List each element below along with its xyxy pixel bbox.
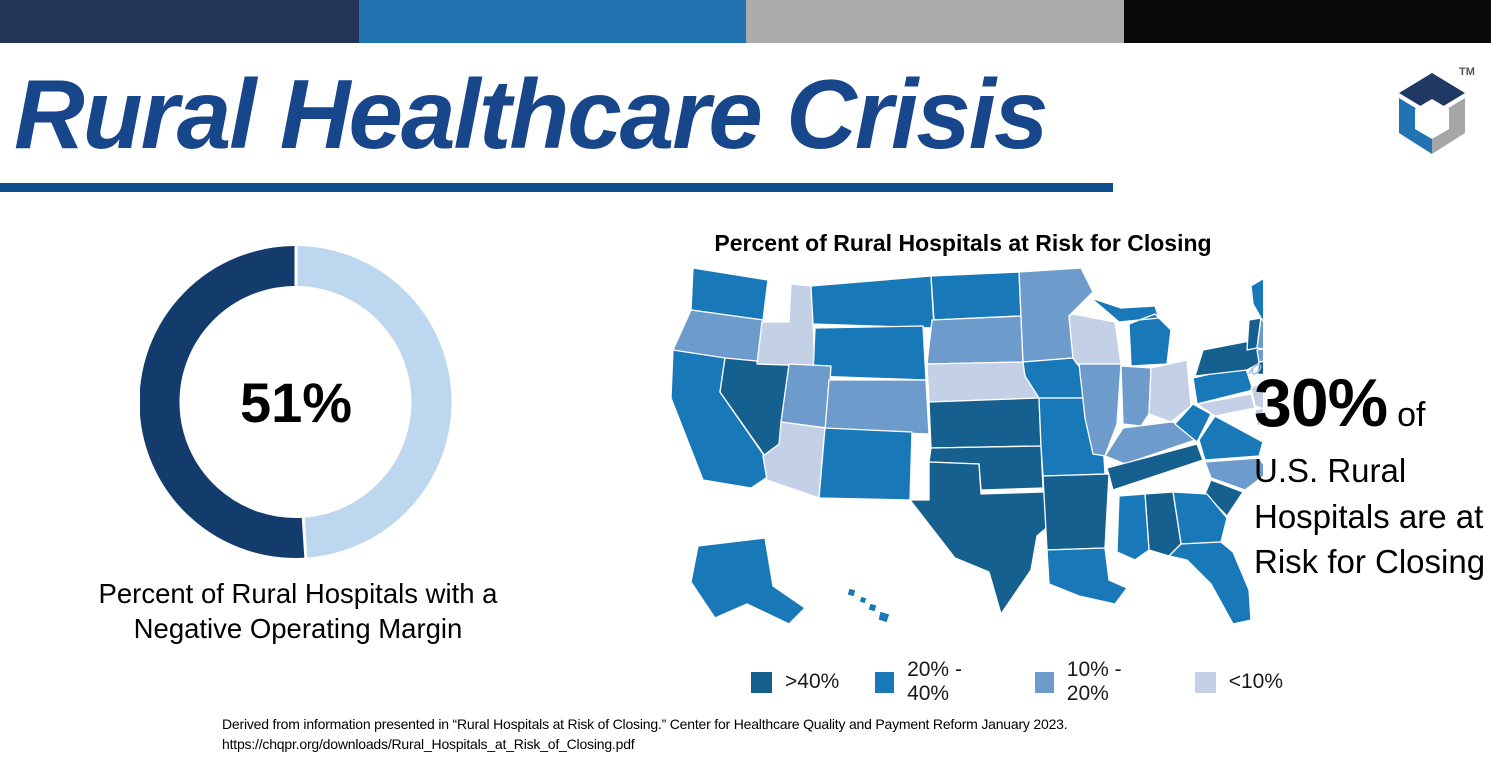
state-HI: [846, 587, 891, 624]
state-ME: [1250, 278, 1263, 322]
legend-label: 10% - 20%: [1066, 658, 1122, 705]
company-cube-logo-icon: [1399, 73, 1465, 154]
legend-label: <10%: [1228, 670, 1283, 693]
state-NC: [1204, 457, 1263, 491]
donut-segment-other: [295, 246, 452, 558]
state-NM: [818, 427, 913, 501]
state-UT: [780, 363, 832, 429]
state-ND: [930, 271, 1022, 321]
state-MT: [810, 275, 935, 329]
state-AK: [690, 537, 806, 625]
state-NJ: [1250, 381, 1263, 410]
callout-body-text: U.S. Rural Hospitals are at Risk for Clo…: [1254, 452, 1486, 581]
page-title: Rural Healthcare Crisis: [14, 59, 1048, 169]
decorative-squiggle: [1248, 364, 1262, 375]
state-MI: [1090, 297, 1172, 367]
donut-segment-negative-margin: [140, 246, 306, 558]
legend-swatch: [1035, 671, 1054, 693]
state-MD: [1196, 393, 1256, 417]
callout: 30% of U.S. Rural Hospitals are at Risk f…: [1254, 364, 1491, 585]
legend-label: 20% - 40%: [907, 658, 962, 705]
state-VA: [1198, 415, 1263, 461]
state-TN: [1106, 443, 1204, 491]
accent-bar-segment-navy: [0, 0, 359, 43]
donut-separator: [301, 513, 308, 558]
state-MS: [1116, 493, 1150, 561]
source-citation: Derived from information presented in “R…: [222, 714, 1272, 755]
legend-item: 10% - 20%: [1035, 658, 1159, 706]
top-accent-bar: [0, 0, 1491, 43]
legend-swatch: [1194, 671, 1216, 693]
legend-swatch: [751, 671, 772, 693]
state-OH: [1148, 359, 1192, 423]
callout-stat-row: 30% of: [1254, 364, 1491, 442]
title-underline: [0, 183, 1113, 192]
state-IN: [1120, 365, 1152, 427]
map-title: Percent of Rural Hospitals at Risk for C…: [714, 230, 1212, 256]
callout-stat-value: 30%: [1254, 365, 1388, 441]
donut-chart: 51%: [140, 246, 452, 558]
state-DE: [1254, 407, 1263, 427]
legend-item: >40%: [751, 670, 839, 694]
legend-label: >40%: [785, 670, 840, 693]
state-MA: [1256, 348, 1263, 363]
citation-url: https://chqpr.org/downloads/Rural_Hospit…: [222, 736, 635, 753]
donut-center-value: 51%: [240, 371, 352, 434]
state-CO: [824, 379, 930, 435]
state-WI: [1068, 313, 1122, 365]
state-TX: [909, 461, 1052, 615]
trademark-symbol: TM: [1459, 66, 1475, 78]
state-AR: [1042, 473, 1110, 551]
state-FL: [1168, 541, 1252, 625]
state-SC: [1204, 479, 1244, 517]
us-choropleth-map: [670, 267, 1263, 625]
legend-swatch: [875, 671, 895, 693]
accent-bar-segment-blue: [359, 0, 746, 43]
callout-stat-suffix: of: [1397, 396, 1426, 434]
legend-item: <10%: [1194, 670, 1283, 694]
donut-caption: Percent of Rural Hospitals with a Negati…: [98, 578, 498, 645]
legend-item: 20% - 40%: [875, 658, 999, 706]
state-LA: [1046, 547, 1128, 605]
map-legend: >40% 20% - 40% 10% - 20% <10%: [663, 658, 1283, 706]
accent-bar-segment-gray: [746, 0, 1124, 43]
state-NE: [926, 361, 1040, 403]
state-SD: [926, 315, 1024, 365]
citation-line: Derived from information presented in “R…: [222, 716, 1068, 732]
state-KS: [928, 397, 1042, 449]
state-NH: [1256, 317, 1263, 350]
accent-bar-segment-black: [1124, 0, 1491, 43]
